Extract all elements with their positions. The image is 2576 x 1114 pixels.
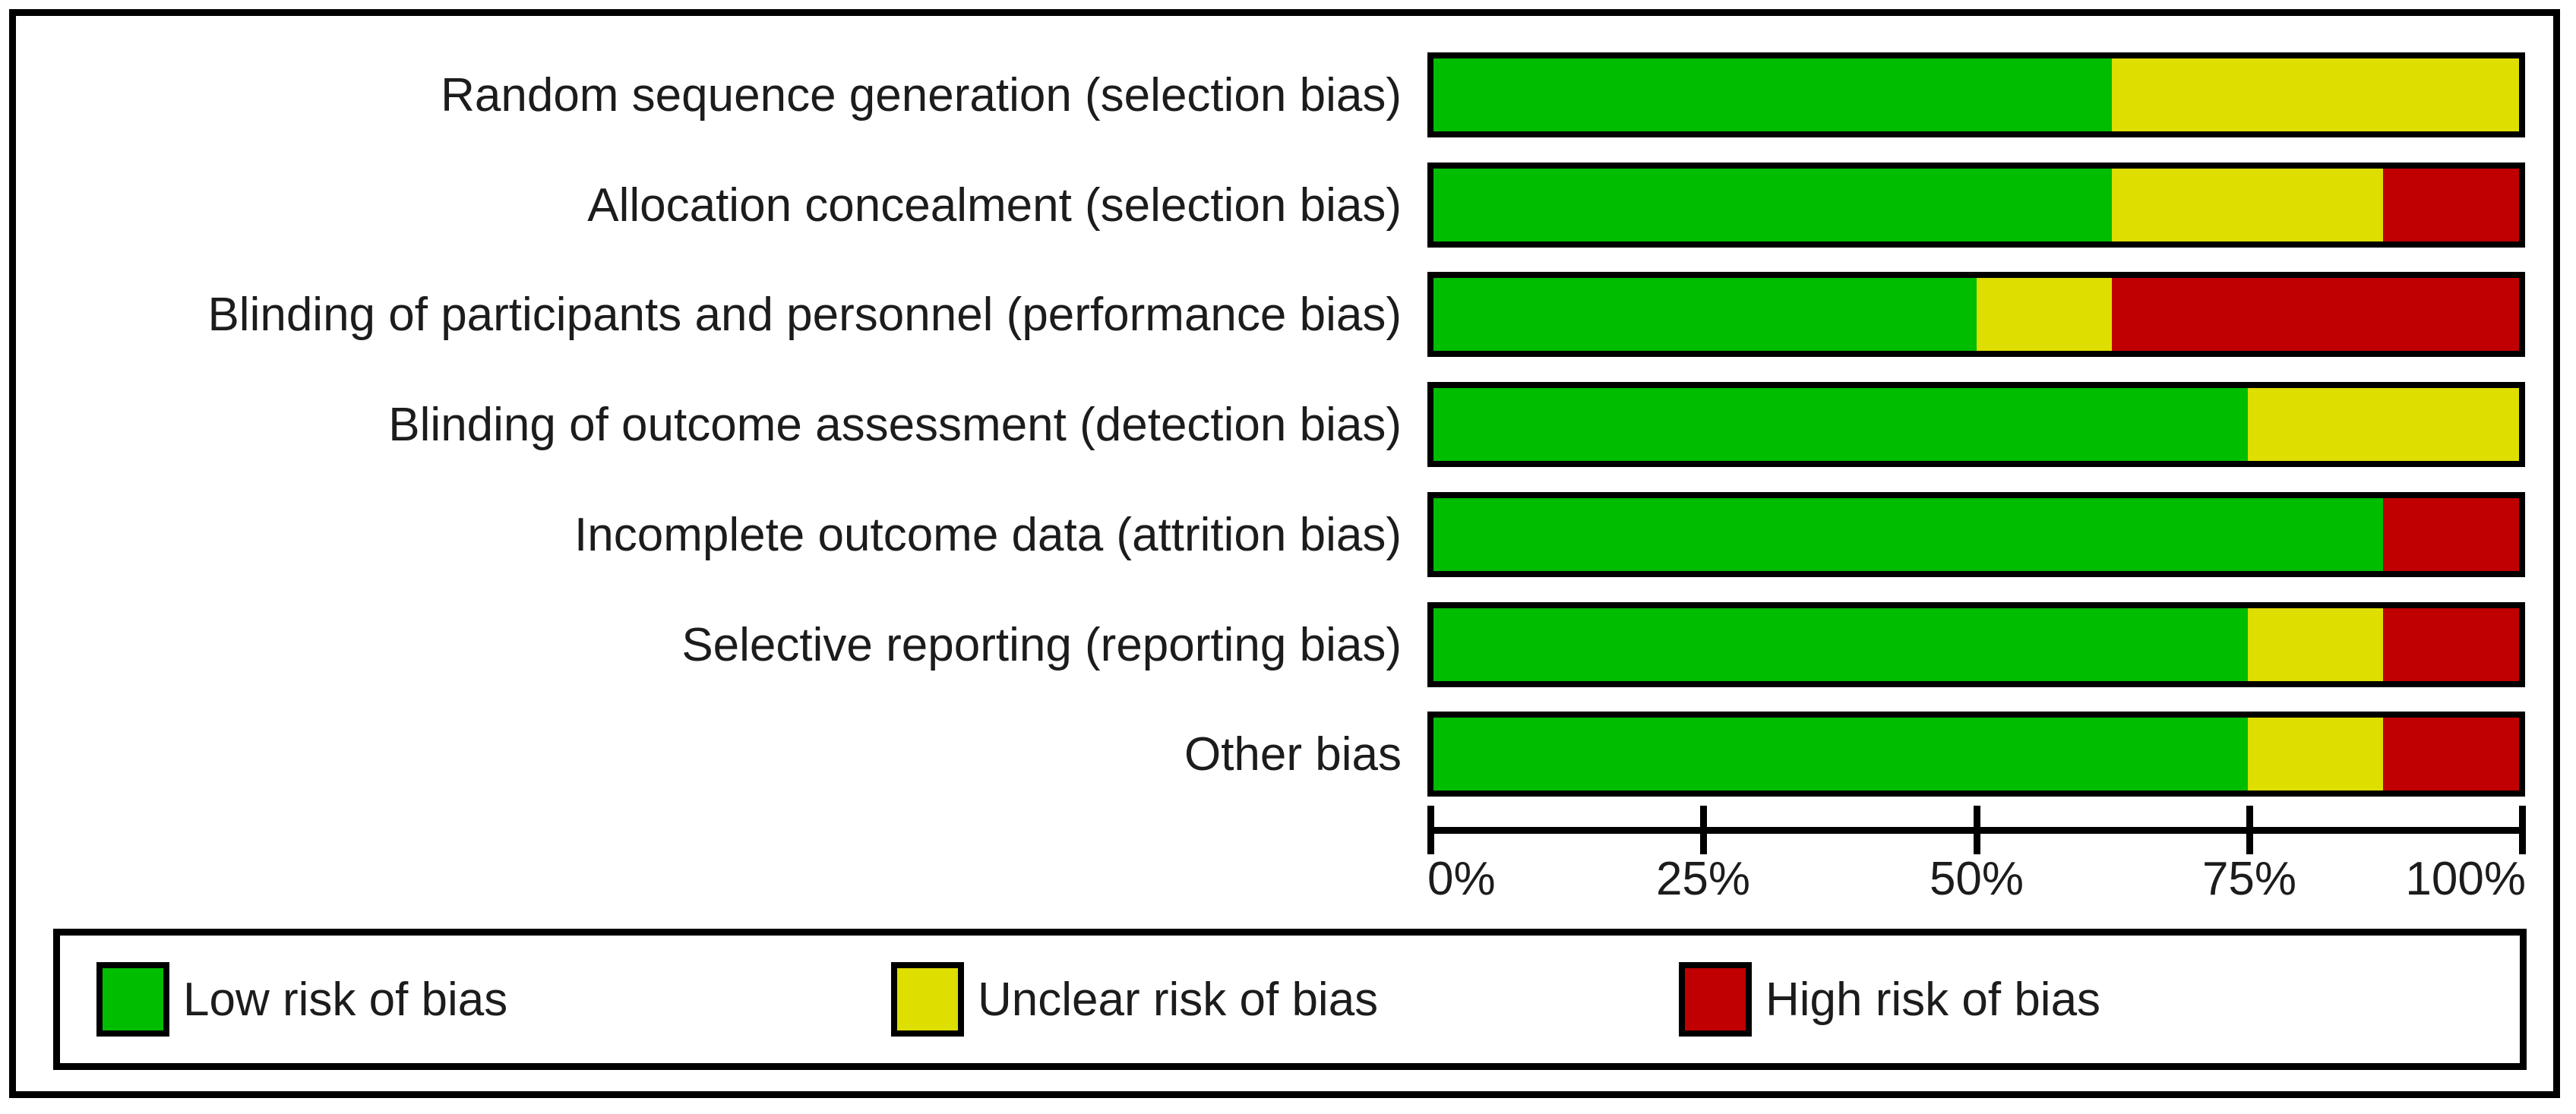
axis-tick-label: 0%	[1427, 853, 1496, 905]
bar-segment-low-risk	[1433, 718, 2248, 791]
axis-tick-label: 100%	[2405, 853, 2526, 905]
category-label: Allocation concealment (selection bias)	[587, 178, 1402, 232]
category-label: Random sequence generation (selection bi…	[441, 68, 1402, 121]
stacked-bar	[1427, 382, 2525, 467]
legend-item-low-risk: Low risk of bias	[96, 936, 507, 1063]
legend-label: Unclear risk of bias	[978, 973, 1379, 1026]
unclear-risk-swatch	[891, 962, 964, 1037]
legend-label: Low risk of bias	[183, 973, 508, 1026]
axis-tick-label: 25%	[1655, 853, 1751, 905]
bar-segment-unclear-risk	[2247, 718, 2384, 791]
figure-border	[9, 9, 2560, 1098]
stacked-bar	[1427, 492, 2525, 577]
axis-tick	[2519, 806, 2526, 854]
stacked-bar	[1427, 52, 2525, 137]
bar-segment-unclear-risk	[2112, 58, 2519, 131]
legend-item-high-risk: High risk of bias	[1679, 936, 2100, 1063]
axis-tick-label: 75%	[2201, 853, 2297, 905]
stacked-bar	[1427, 602, 2525, 687]
axis-tick-label: 50%	[1929, 853, 2024, 905]
category-label: Other bias	[1184, 727, 1402, 781]
legend: Low risk of bias Unclear risk of bias High…	[53, 929, 2527, 1070]
bar-segment-unclear-risk	[2247, 388, 2519, 461]
axis-tick	[1700, 806, 1707, 854]
axis-tick	[1427, 806, 1434, 854]
bar-segment-low-risk	[1433, 169, 2113, 241]
category-label: Blinding of outcome assessment (detectio…	[388, 398, 1402, 451]
bar-segment-low-risk	[1433, 608, 2248, 681]
bar-segment-unclear-risk	[2112, 169, 2384, 241]
bar-segment-low-risk	[1433, 278, 1977, 351]
high-risk-swatch	[1679, 962, 1752, 1037]
bar-segment-high-risk	[2383, 169, 2519, 241]
bar-segment-high-risk	[2383, 608, 2519, 681]
bar-segment-high-risk	[2112, 278, 2519, 351]
category-label: Blinding of participants and personnel (…	[207, 288, 1402, 341]
bar-segment-low-risk	[1433, 498, 2384, 571]
bar-segment-high-risk	[2383, 718, 2519, 791]
bar-segment-high-risk	[2383, 498, 2519, 571]
axis-tick	[2246, 806, 2253, 854]
bar-segment-unclear-risk	[1976, 278, 2113, 351]
low-risk-swatch	[96, 962, 169, 1037]
bar-segment-low-risk	[1433, 388, 2248, 461]
category-label: Selective reporting (reporting bias)	[681, 618, 1402, 671]
bar-segment-unclear-risk	[2247, 608, 2384, 681]
stacked-bar	[1427, 163, 2525, 248]
legend-label: High risk of bias	[1765, 973, 2101, 1026]
axis-tick	[1974, 806, 1980, 854]
category-label: Incomplete outcome data (attrition bias)	[574, 508, 1402, 561]
legend-item-unclear-risk: Unclear risk of bias	[891, 936, 1378, 1063]
bar-segment-low-risk	[1433, 58, 2113, 131]
stacked-bar	[1427, 712, 2525, 797]
stacked-bar	[1427, 272, 2525, 357]
